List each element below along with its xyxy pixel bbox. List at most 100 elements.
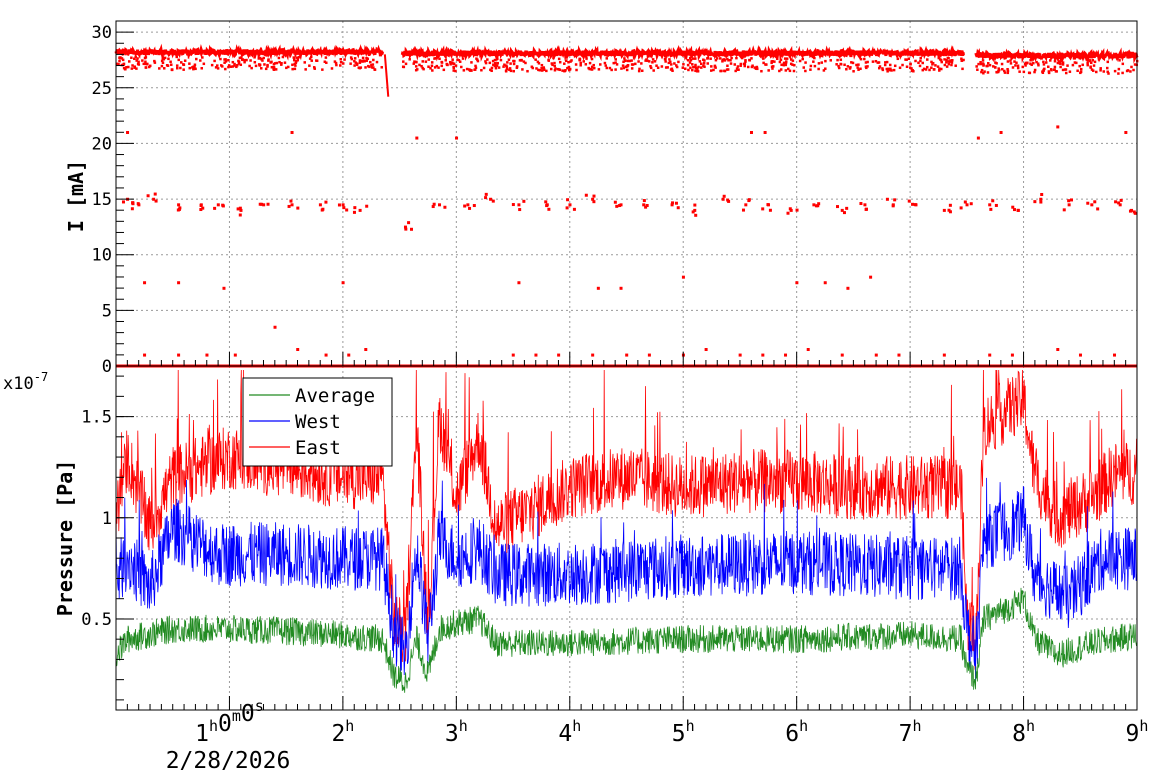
current-point xyxy=(976,136,980,140)
current-point xyxy=(175,55,179,59)
current-point xyxy=(694,213,698,217)
current-point xyxy=(161,57,165,60)
current-point xyxy=(981,59,985,62)
current-point xyxy=(684,67,687,71)
current-point xyxy=(1099,69,1102,72)
current-point xyxy=(295,59,298,63)
current-point xyxy=(339,61,343,64)
legend: Average West East xyxy=(242,377,393,467)
current-point xyxy=(290,130,294,134)
current-point xyxy=(637,69,641,73)
current-point xyxy=(1113,353,1117,357)
current-point xyxy=(216,203,220,207)
current-point xyxy=(1042,63,1046,66)
current-point xyxy=(878,65,882,68)
current-point xyxy=(784,63,788,67)
current-point xyxy=(415,60,418,64)
current-point xyxy=(622,60,625,64)
current-point xyxy=(179,66,182,70)
current-point xyxy=(1047,70,1051,73)
current-point xyxy=(296,58,300,62)
current-point xyxy=(133,66,136,69)
current-point xyxy=(233,62,236,66)
current-point xyxy=(804,69,807,73)
current-point xyxy=(947,208,951,212)
current-point xyxy=(364,66,367,69)
current-point xyxy=(1014,64,1017,67)
current-point xyxy=(321,207,325,211)
x-tick-label-9h: 9h xyxy=(1126,717,1149,747)
current-tick-label: 10 xyxy=(92,246,112,266)
current-point xyxy=(700,62,703,66)
current-point xyxy=(303,61,306,64)
current-point xyxy=(1028,71,1032,75)
current-point xyxy=(363,60,366,63)
current-point xyxy=(551,63,554,67)
current-point xyxy=(721,197,725,201)
current-point xyxy=(558,60,562,64)
current-point xyxy=(335,63,338,67)
current-point xyxy=(744,59,747,62)
current-point xyxy=(564,59,568,62)
current-point xyxy=(361,56,365,60)
current-point xyxy=(891,204,895,208)
pressure-axis-multiplier: x10-7 xyxy=(3,370,48,394)
current-point xyxy=(431,205,435,209)
current-point xyxy=(667,61,671,65)
current-point xyxy=(725,68,729,71)
current-point xyxy=(634,62,637,66)
current-point xyxy=(605,66,609,70)
current-point xyxy=(669,60,672,64)
current-point xyxy=(1067,203,1071,207)
current-point xyxy=(474,64,477,68)
current-point xyxy=(353,64,356,67)
current-point xyxy=(333,60,337,63)
current-point xyxy=(982,64,985,67)
current-point xyxy=(855,63,858,67)
current-point xyxy=(783,57,787,60)
current-point xyxy=(917,61,920,64)
current-point xyxy=(934,64,937,67)
current-point xyxy=(213,206,217,210)
legend-box xyxy=(242,377,393,467)
current-point xyxy=(700,66,703,69)
legend-east-label: East xyxy=(295,437,341,459)
current-point xyxy=(424,60,428,63)
current-point xyxy=(324,56,328,59)
current-point xyxy=(749,130,753,134)
current-point xyxy=(1052,68,1056,71)
current-point xyxy=(370,66,374,69)
current-point xyxy=(626,59,630,63)
current-point xyxy=(869,275,873,279)
current-point xyxy=(380,66,384,69)
current-point xyxy=(802,66,806,69)
current-point xyxy=(544,200,548,204)
current-point xyxy=(681,275,685,279)
current-point xyxy=(287,204,291,208)
current-point xyxy=(1053,65,1057,69)
current-point xyxy=(415,136,419,140)
current-point xyxy=(784,69,788,72)
current-point xyxy=(493,62,497,65)
current-drop-segment xyxy=(383,54,390,97)
current-point xyxy=(670,63,673,66)
current-point xyxy=(222,286,226,290)
current-point xyxy=(175,64,179,67)
current-point xyxy=(693,208,697,212)
current-point xyxy=(484,60,487,63)
current-point xyxy=(537,62,541,65)
current-point xyxy=(347,353,351,357)
current-point xyxy=(976,68,979,71)
current-point xyxy=(272,65,275,69)
current-point xyxy=(375,60,379,64)
current-point xyxy=(165,63,169,67)
current-point xyxy=(321,68,324,71)
current-point xyxy=(216,67,220,70)
current-point xyxy=(122,62,126,66)
current-point xyxy=(182,68,185,71)
current-point xyxy=(791,63,794,66)
current-point xyxy=(813,64,817,68)
current-point xyxy=(418,63,421,67)
x-tick-label-7h: 7h xyxy=(899,717,922,747)
current-point xyxy=(842,211,846,215)
